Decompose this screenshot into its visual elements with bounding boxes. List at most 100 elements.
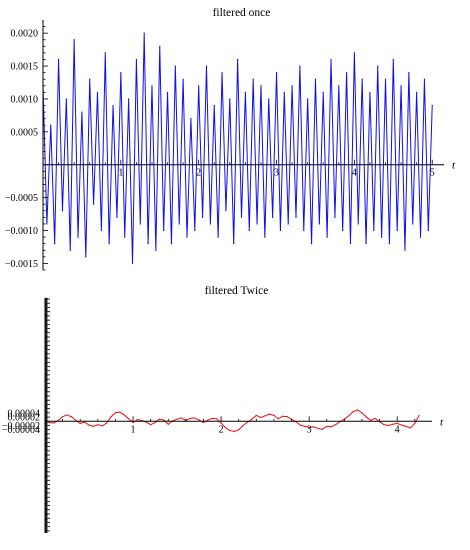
data-point [182, 78, 184, 80]
data-point [141, 419, 143, 422]
data-point [198, 419, 200, 421]
data-point [221, 72, 223, 74]
data-point [330, 426, 332, 428]
data-point [255, 414, 257, 416]
data-point [128, 418, 130, 420]
data-point [260, 85, 262, 87]
data-point [361, 78, 363, 80]
x-tick-label: 4 [352, 168, 357, 179]
data-point [178, 223, 180, 225]
data-point [322, 91, 324, 93]
data-point [414, 422, 416, 424]
data-point [158, 418, 161, 420]
data-point [396, 422, 398, 424]
data-point [256, 223, 258, 225]
data-point [97, 424, 99, 426]
data-point [431, 104, 433, 107]
data-point [238, 429, 240, 431]
data-point [136, 419, 139, 421]
data-point [139, 223, 141, 225]
data-point [154, 421, 156, 424]
data-point [416, 91, 418, 93]
data-point [370, 419, 372, 422]
chart-title: filtered Twice [205, 285, 269, 297]
data-point [304, 425, 306, 427]
x-axis-label: t [440, 416, 444, 428]
data-point [400, 424, 403, 426]
data-point [233, 430, 235, 433]
data-point [180, 417, 183, 419]
data-point [272, 216, 274, 218]
data-point [268, 413, 271, 415]
data-point [110, 416, 112, 418]
y-tick-label: −0.0010 [5, 226, 38, 237]
data-point [69, 249, 71, 251]
data-point [268, 98, 270, 100]
data-point [229, 98, 231, 100]
data-point [190, 118, 192, 120]
data-point [299, 65, 301, 67]
data-point [286, 416, 288, 418]
data-point [400, 85, 402, 87]
data-point [57, 419, 59, 422]
data-point [412, 223, 414, 225]
y-tick-label: 0.0005 [11, 127, 39, 138]
data-point [220, 422, 222, 424]
data-point [381, 236, 383, 238]
data-point [150, 424, 152, 426]
data-point [299, 424, 301, 426]
data-point [70, 416, 73, 418]
data-point [123, 414, 125, 416]
data-point [326, 425, 328, 427]
data-point [66, 414, 68, 416]
data-point [326, 236, 328, 238]
data-point [373, 229, 375, 232]
data-point [50, 124, 52, 126]
data-point [77, 236, 79, 238]
data-point [174, 65, 176, 67]
series-line-1 [42, 32, 433, 264]
data-point [48, 421, 51, 424]
data-point [388, 243, 390, 245]
data-point [264, 415, 266, 417]
data-point [79, 422, 81, 424]
data-point [112, 104, 114, 107]
data-point [418, 414, 420, 416]
data-point [365, 243, 367, 245]
data-point [321, 428, 323, 430]
data-point [61, 210, 64, 212]
data-point [408, 72, 410, 74]
data-point [93, 203, 95, 205]
data-point [145, 421, 147, 423]
data-point [213, 104, 215, 107]
data-point [303, 229, 305, 232]
x-tick-label: 2 [196, 168, 201, 179]
x-tick-label: 3 [307, 424, 312, 435]
data-point [396, 229, 398, 232]
data-point [277, 418, 279, 420]
data-point [89, 78, 91, 80]
data-point [124, 236, 126, 238]
data-point [275, 72, 278, 74]
data-point [330, 58, 332, 61]
data-point [194, 229, 196, 232]
data-point [176, 418, 178, 420]
data-point [205, 65, 208, 67]
data-point [194, 417, 196, 419]
y-tick-label: −0.00004 [2, 425, 40, 436]
data-point [151, 85, 153, 87]
data-point [202, 421, 205, 424]
data-point [81, 111, 83, 113]
data-point [384, 78, 387, 80]
data-point [100, 229, 102, 232]
data-point [101, 425, 103, 427]
data-point [248, 229, 250, 232]
data-point [163, 229, 165, 232]
data-point [166, 91, 169, 93]
data-point [229, 429, 231, 432]
data-point [54, 243, 56, 245]
data-point [224, 427, 227, 429]
data-point [163, 419, 165, 421]
